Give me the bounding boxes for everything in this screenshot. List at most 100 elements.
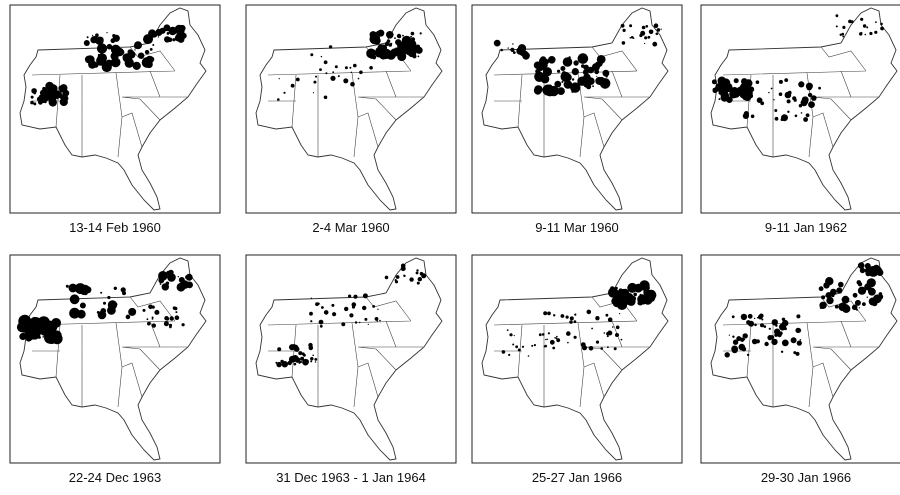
snow-dot (113, 286, 118, 290)
snow-dot (858, 307, 860, 309)
snow-dot (805, 113, 810, 118)
snow-dot (729, 89, 738, 99)
snow-dot (854, 299, 861, 306)
snow-dot (538, 333, 542, 337)
snow-dot (866, 26, 869, 29)
snow-dot (379, 319, 381, 322)
snow-dot (337, 75, 340, 78)
snow-dot (151, 323, 156, 328)
snow-dot (557, 87, 565, 95)
panel-frame (471, 4, 683, 214)
snow-dot (169, 272, 173, 276)
snow-dot (786, 99, 791, 104)
snow-dot (506, 329, 509, 331)
snow-dot (374, 34, 380, 41)
snow-dot (800, 99, 808, 107)
snow-dot (596, 75, 598, 77)
snow-dot (542, 67, 552, 77)
snow-dot (880, 22, 883, 26)
snow-dot (629, 24, 633, 28)
snow-dot (134, 49, 136, 51)
snow-dot (660, 28, 662, 30)
snow-dot (334, 65, 338, 69)
snow-dot (359, 321, 361, 324)
snow-dot (375, 49, 383, 58)
snow-dot (620, 338, 623, 341)
snow-dot (88, 60, 97, 69)
snow-dot (410, 37, 416, 42)
snow-dot (509, 333, 513, 337)
snow-dot (811, 95, 817, 101)
snow-dot (867, 266, 879, 277)
snow-dot (864, 33, 867, 36)
snow-dot (621, 41, 626, 45)
snow-dot (781, 339, 789, 347)
snow-dot (778, 92, 783, 96)
snow-dot (302, 358, 309, 366)
snow-dot (842, 304, 851, 313)
snow-dot (174, 315, 180, 320)
snow-dot (864, 283, 872, 291)
panel-frame (700, 4, 900, 214)
snow-dot (298, 351, 303, 356)
snow-dot (349, 313, 354, 318)
snow-dot (630, 287, 632, 289)
snow-dot (568, 56, 571, 59)
snow-dot (83, 40, 90, 46)
snow-dot (764, 341, 769, 347)
snow-dot (862, 24, 867, 28)
snow-dot (557, 69, 561, 73)
snow-dot (831, 289, 837, 295)
snow-dot (328, 45, 333, 49)
snow-dot (595, 316, 600, 321)
snow-dot (151, 318, 154, 320)
snow-dot (107, 295, 111, 300)
snow-dot (718, 98, 721, 101)
snow-dot (755, 339, 760, 344)
snow-dot (531, 344, 534, 347)
snow-dot (315, 75, 317, 78)
snow-dot (607, 330, 613, 336)
map-panel (700, 4, 900, 214)
snow-dot (740, 337, 745, 342)
snow-dot (639, 280, 650, 291)
snow-dot (717, 76, 727, 86)
snow-dot (69, 294, 80, 305)
snow-dot (563, 58, 568, 63)
snow-dot (619, 313, 621, 315)
snow-dot (649, 292, 653, 297)
snow-dot (554, 337, 556, 339)
snow-dot (630, 36, 634, 39)
snow-dot (557, 339, 559, 341)
snow-dot (372, 55, 377, 60)
snow-dot (774, 109, 778, 112)
snow-dot (807, 92, 813, 98)
snow-dot (796, 314, 801, 319)
snow-dot (751, 338, 758, 345)
snow-dot (712, 88, 715, 91)
snow-dot (51, 318, 61, 328)
snow-dot (159, 283, 162, 285)
snow-dot (290, 83, 295, 88)
map-panel (471, 254, 683, 464)
snow-dot (310, 53, 314, 57)
snow-dot (527, 355, 530, 357)
snow-dot (732, 335, 735, 338)
snow-dot (384, 275, 389, 280)
snow-dot (141, 57, 152, 68)
snow-dot (144, 49, 150, 55)
snow-dot (611, 290, 614, 294)
snow-dot (106, 32, 108, 34)
snow-dot (313, 80, 317, 84)
snow-dot (560, 314, 565, 318)
snow-dot (553, 314, 556, 317)
snow-dot (125, 314, 131, 320)
snow-dot (180, 280, 190, 289)
snow-dot (45, 81, 54, 91)
snow-dot (521, 345, 525, 348)
map-panel (9, 254, 221, 464)
snow-dot (784, 91, 792, 99)
snow-dot (134, 41, 142, 50)
snow-dot (533, 61, 542, 69)
snow-dot (614, 293, 616, 296)
